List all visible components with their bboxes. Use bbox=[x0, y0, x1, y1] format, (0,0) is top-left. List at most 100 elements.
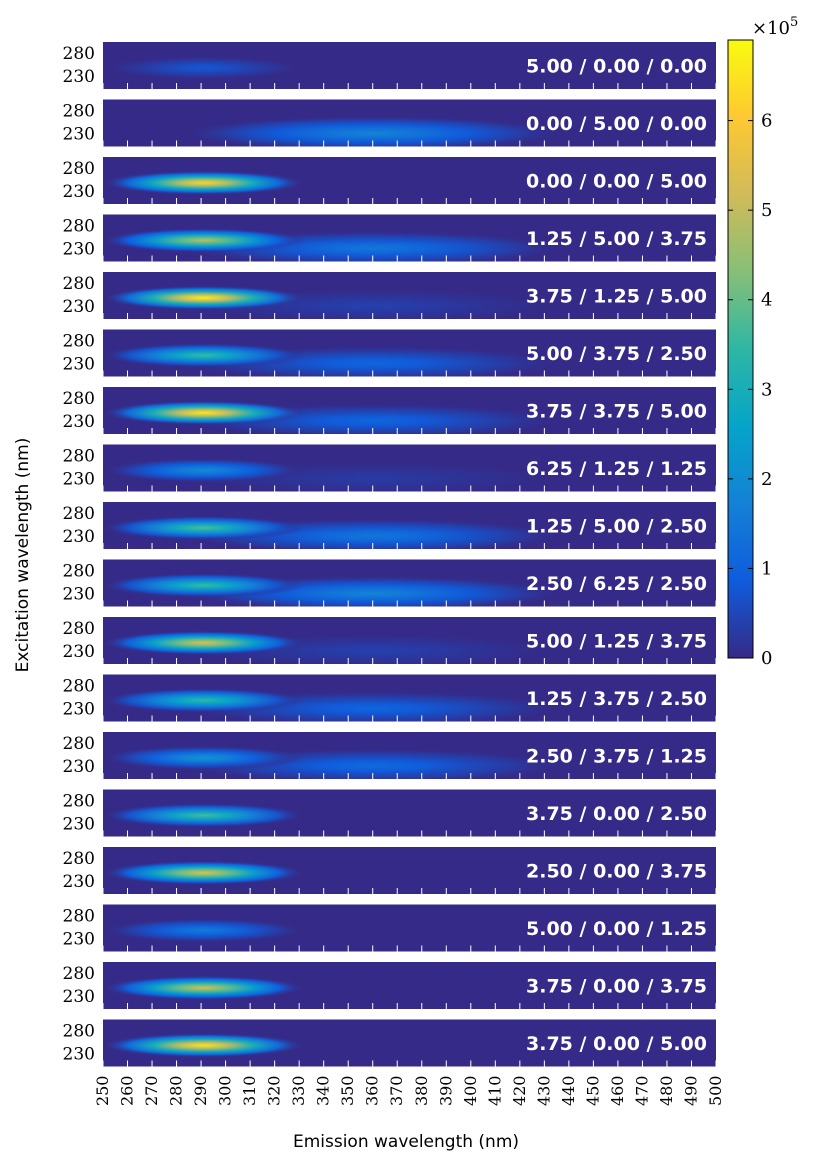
heatmap-panel: 5.00 / 0.00 / 1.25 280 230 bbox=[63, 904, 717, 952]
emission-peak-1 bbox=[103, 515, 306, 541]
x-axis: 250 260 270 280 290 300 310 320 330 340 350 360 370 3… bbox=[93, 1076, 725, 1107]
colorbar-tick-label: 3 bbox=[761, 379, 772, 400]
emission-peak-1 bbox=[103, 918, 306, 943]
y-tick-label: 280 bbox=[63, 504, 95, 524]
y-tick-label: 230 bbox=[63, 412, 95, 432]
y-tick-label: 280 bbox=[63, 332, 95, 352]
heatmap-panel: 0.00 / 0.00 / 5.00 280 230 bbox=[63, 157, 717, 204]
panel-label: 1.25 / 5.00 / 3.75 bbox=[526, 228, 707, 250]
heatmap-panel: 2.50 / 0.00 / 3.75 280 230 bbox=[63, 847, 717, 894]
x-tick-label: 320 bbox=[265, 1076, 284, 1107]
panel-label: 5.00 / 0.00 / 1.25 bbox=[526, 918, 707, 940]
x-tick-label: 310 bbox=[240, 1076, 259, 1107]
emission-peak-1 bbox=[103, 458, 306, 483]
y-tick-label: 230 bbox=[63, 355, 95, 375]
y-tick-label: 230 bbox=[63, 642, 95, 662]
x-tick-label: 370 bbox=[387, 1076, 406, 1107]
y-tick-label: 280 bbox=[63, 734, 95, 754]
panel-label: 2.50 / 6.25 / 2.50 bbox=[526, 573, 707, 595]
y-tick-label: 230 bbox=[63, 470, 95, 490]
x-tick-label: 420 bbox=[510, 1076, 529, 1107]
x-tick-label: 290 bbox=[191, 1076, 210, 1107]
y-tick-label: 230 bbox=[63, 815, 95, 835]
y-tick-label: 280 bbox=[63, 964, 95, 984]
x-tick-label: 460 bbox=[608, 1076, 627, 1107]
y-tick-label: 280 bbox=[63, 792, 95, 812]
heatmap-panel: 2.50 / 3.75 / 1.25 280 230 bbox=[63, 732, 717, 779]
colorbar-multiplier: ×105 bbox=[752, 15, 798, 39]
heatmap-panel: 2.50 / 6.25 / 2.50 280 230 bbox=[63, 559, 717, 607]
x-tick-label: 500 bbox=[706, 1076, 725, 1107]
x-tick-label: 270 bbox=[142, 1076, 161, 1107]
emission-peak-1 bbox=[103, 1033, 306, 1058]
emission-peak-1 bbox=[103, 745, 306, 771]
colorbar-tick-label: 6 bbox=[761, 111, 772, 132]
x-tick-label: 260 bbox=[118, 1076, 137, 1107]
emission-peak-1 bbox=[103, 400, 306, 426]
y-tick-label: 280 bbox=[63, 849, 95, 869]
emission-peak-1 bbox=[103, 803, 306, 828]
colorbar-tick-label: 2 bbox=[761, 469, 772, 490]
colorbar-tick-label: 5 bbox=[761, 200, 772, 221]
x-tick-label: 280 bbox=[167, 1076, 186, 1107]
emission-peak-1 bbox=[103, 285, 306, 311]
y-tick-label: 280 bbox=[63, 1022, 95, 1042]
panel-label: 3.75 / 1.25 / 5.00 bbox=[526, 286, 707, 308]
x-tick-label: 450 bbox=[583, 1076, 602, 1107]
emission-peak-1 bbox=[103, 630, 306, 656]
panel-label: 2.50 / 3.75 / 1.25 bbox=[526, 746, 707, 768]
y-tick-label: 230 bbox=[63, 700, 95, 720]
panel-label: 1.25 / 3.75 / 2.50 bbox=[526, 688, 707, 710]
x-tick-label: 390 bbox=[436, 1076, 455, 1107]
y-tick-label: 280 bbox=[63, 159, 95, 179]
colorbar-tick-label: 1 bbox=[761, 558, 772, 579]
heatmap-panel: 6.25 / 1.25 / 1.25 280 230 bbox=[63, 444, 717, 492]
panel-label: 0.00 / 5.00 / 0.00 bbox=[526, 113, 707, 135]
y-tick-label: 280 bbox=[63, 907, 95, 927]
x-tick-label: 440 bbox=[559, 1076, 578, 1107]
panel-label: 3.75 / 0.00 / 3.75 bbox=[526, 976, 707, 998]
emission-peak-1 bbox=[103, 573, 306, 598]
heatmap-panel: 1.25 / 3.75 / 2.50 280 230 bbox=[63, 674, 717, 722]
panel-label: 6.25 / 1.25 / 1.25 bbox=[526, 458, 707, 480]
heatmap-panel: 1.25 / 5.00 / 2.50 280 230 bbox=[63, 502, 717, 549]
y-tick-label: 280 bbox=[63, 274, 95, 294]
emission-peak-1 bbox=[103, 860, 306, 886]
emission-peak-1 bbox=[103, 170, 306, 196]
x-tick-label: 300 bbox=[216, 1076, 235, 1107]
heatmap-panel: 3.75 / 3.75 / 5.00 280 230 bbox=[63, 387, 717, 434]
x-tick-label: 340 bbox=[314, 1076, 333, 1107]
heatmap-panel: 3.75 / 0.00 / 2.50 280 230 bbox=[63, 789, 717, 837]
y-tick-label: 230 bbox=[63, 67, 95, 87]
x-tick-label: 350 bbox=[338, 1076, 357, 1107]
y-tick-label: 230 bbox=[63, 527, 95, 547]
heatmap-panel: 3.75 / 0.00 / 3.75 280 230 bbox=[63, 962, 717, 1009]
y-tick-label: 230 bbox=[63, 585, 95, 605]
x-tick-label: 470 bbox=[632, 1076, 651, 1107]
panel-label: 5.00 / 3.75 / 2.50 bbox=[526, 343, 707, 365]
y-tick-label: 230 bbox=[63, 240, 95, 260]
y-tick-label: 280 bbox=[63, 217, 95, 237]
y-tick-label: 280 bbox=[63, 102, 95, 122]
panel-label: 5.00 / 1.25 / 3.75 bbox=[526, 631, 707, 653]
emission-peak-1 bbox=[103, 343, 306, 368]
x-tick-label: 250 bbox=[93, 1076, 112, 1107]
y-tick-label: 230 bbox=[63, 182, 95, 202]
y-tick-label: 230 bbox=[63, 1045, 95, 1065]
heatmap-panel: 5.00 / 1.25 / 3.75 280 230 bbox=[63, 617, 717, 664]
heatmap-panel: 3.75 / 1.25 / 5.00 280 230 bbox=[63, 272, 717, 319]
emission-peak-1 bbox=[103, 975, 306, 1001]
y-tick-label: 230 bbox=[63, 125, 95, 145]
colorbar-tick-label: 4 bbox=[761, 290, 772, 311]
colorbar-gradient bbox=[727, 39, 754, 659]
y-tick-label: 280 bbox=[63, 389, 95, 409]
x-tick-label: 410 bbox=[485, 1076, 504, 1107]
x-tick-label: 400 bbox=[461, 1076, 480, 1107]
y-tick-label: 230 bbox=[63, 872, 95, 892]
x-axis-label: Emission wavelength (nm) bbox=[293, 1132, 519, 1152]
heatmap-panel: 5.00 / 0.00 / 0.00 280 230 bbox=[63, 42, 717, 89]
x-tick-label: 380 bbox=[412, 1076, 431, 1107]
panel-label: 5.00 / 0.00 / 0.00 bbox=[526, 56, 707, 78]
